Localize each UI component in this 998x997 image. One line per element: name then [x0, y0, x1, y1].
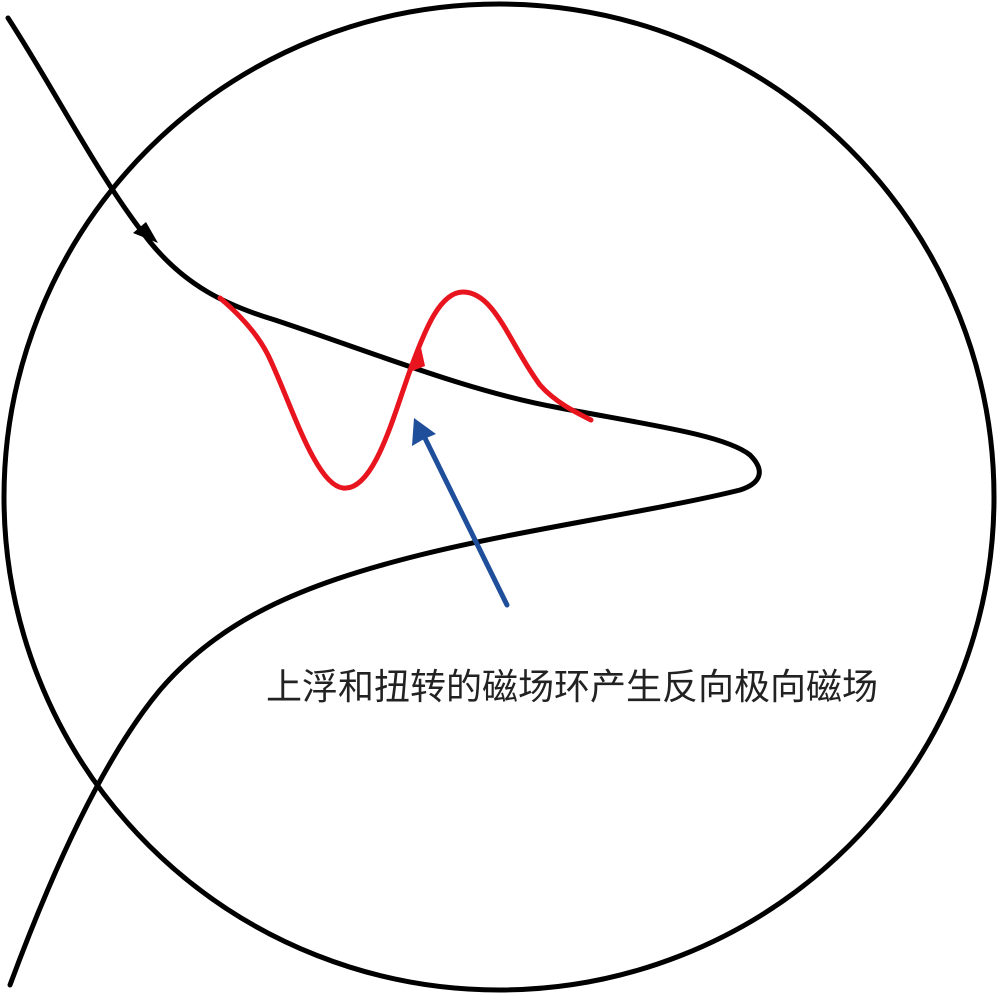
diagram-caption: 上浮和扭转的磁场环产生反向极向磁场 — [266, 667, 879, 708]
arrowhead-icon — [410, 343, 425, 372]
twisted-magnetic-loop — [217, 289, 594, 491]
magnetic-field-line — [5, 15, 762, 988]
arrow-icon — [418, 427, 510, 608]
arrowhead-icon — [412, 418, 436, 446]
arrowhead-icon — [133, 222, 158, 243]
